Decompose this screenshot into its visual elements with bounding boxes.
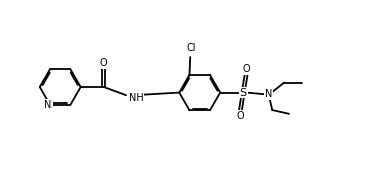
Text: NH: NH — [129, 93, 143, 103]
Text: O: O — [100, 58, 107, 68]
Text: N: N — [265, 89, 272, 99]
Text: O: O — [236, 111, 244, 121]
Text: O: O — [242, 64, 250, 74]
Text: N: N — [44, 100, 52, 110]
Text: Cl: Cl — [186, 43, 196, 53]
Text: S: S — [240, 88, 247, 98]
